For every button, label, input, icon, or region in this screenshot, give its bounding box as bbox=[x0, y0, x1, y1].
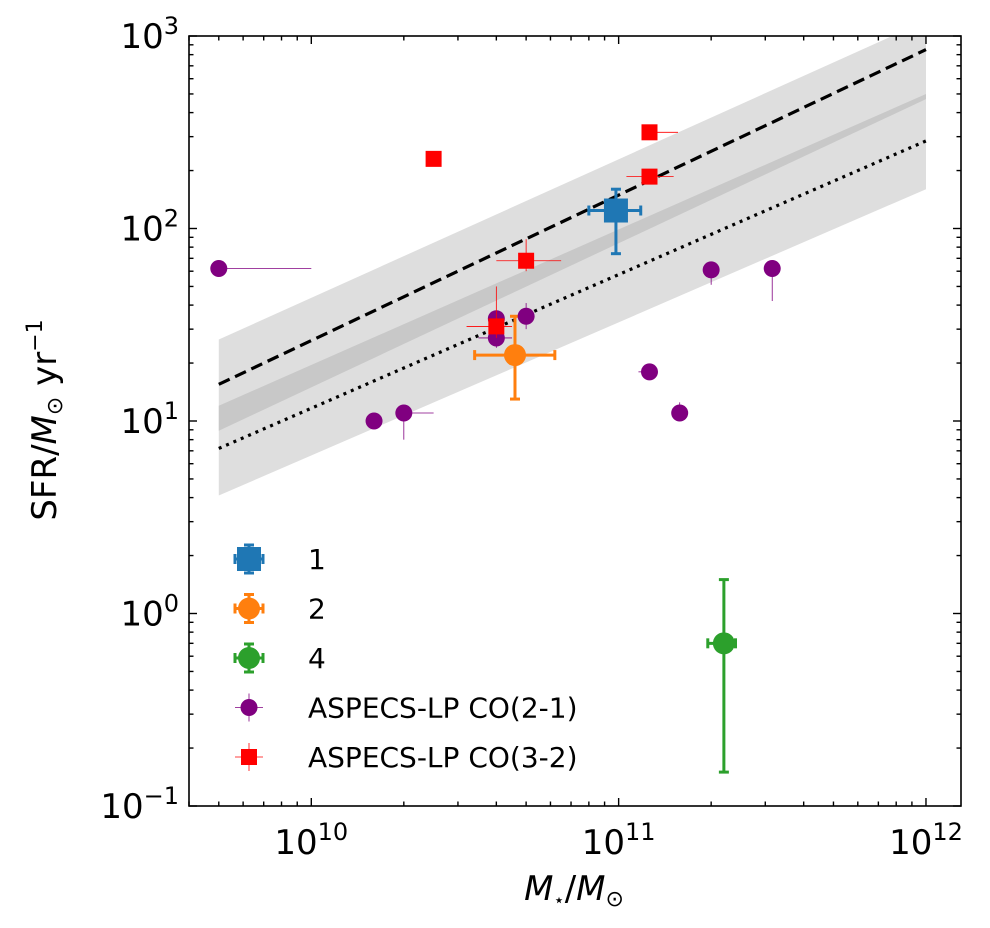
legend-marker bbox=[238, 597, 260, 620]
y-tick-label: 101 bbox=[120, 397, 179, 442]
data-point-3-1 bbox=[706, 578, 737, 774]
x-tick-label: 1012 bbox=[889, 818, 963, 863]
data-point-5-5 bbox=[626, 168, 674, 185]
data-marker bbox=[517, 307, 535, 325]
legend: 1 2 4 ASPECS-LP CO(2-1) ASPECS-LP CO(3-2) bbox=[233, 543, 578, 774]
data-point-4-8 bbox=[671, 402, 689, 422]
data-marker bbox=[425, 150, 442, 167]
legend-marker bbox=[241, 749, 257, 765]
legend-marker bbox=[240, 699, 258, 716]
data-marker bbox=[365, 412, 383, 430]
x-axis-title: M⋆/M⊙ bbox=[524, 869, 624, 912]
data-point-4-7 bbox=[638, 363, 658, 381]
data-point-4-2 bbox=[365, 412, 383, 430]
y-axis-title: SFR/M⊙ yr−1 bbox=[23, 319, 68, 520]
legend-marker bbox=[238, 647, 260, 669]
data-point-5-1 bbox=[425, 150, 442, 167]
data-marker bbox=[395, 404, 413, 422]
data-marker bbox=[210, 259, 228, 277]
legend-label: ASPECS-LP CO(2-1) bbox=[308, 692, 578, 725]
y-tick-label: 100 bbox=[120, 590, 179, 635]
data-marker bbox=[641, 124, 658, 141]
data-point-5-2 bbox=[466, 286, 513, 338]
data-marker bbox=[763, 259, 781, 277]
data-marker bbox=[640, 363, 658, 381]
data-marker bbox=[503, 344, 526, 367]
legend-entry-4: ASPECS-LP CO(2-1) bbox=[235, 692, 578, 725]
legend-label: 1 bbox=[308, 543, 326, 576]
data-point-4-10 bbox=[763, 259, 781, 302]
y-tick-label: 103 bbox=[120, 12, 179, 57]
data-point-5-4 bbox=[641, 124, 678, 141]
data-point-1-1 bbox=[587, 187, 643, 256]
data-point-4-9 bbox=[702, 261, 720, 285]
clipped-content bbox=[210, 36, 927, 774]
x-tick-label: 1010 bbox=[274, 818, 348, 863]
data-point-2-1 bbox=[473, 314, 557, 401]
data-marker bbox=[712, 632, 735, 655]
data-marker bbox=[641, 168, 658, 185]
data-marker bbox=[671, 404, 689, 422]
outer-scatter-band bbox=[218, 36, 926, 496]
data-point-4-6 bbox=[517, 303, 535, 330]
y-tick-label: 10−1 bbox=[100, 782, 179, 827]
data-marker bbox=[518, 252, 535, 269]
y-tick-label: 102 bbox=[120, 205, 179, 250]
legend-entry-3: 4 bbox=[233, 642, 326, 675]
inner-band bbox=[218, 93, 926, 431]
data-point-4-1 bbox=[210, 259, 312, 277]
x-tick-label: 1011 bbox=[582, 818, 656, 863]
data-marker bbox=[603, 198, 628, 223]
plot-area: 1010 1011 1012 10−1 100 101 102 103 bbox=[100, 12, 963, 863]
legend-marker bbox=[237, 547, 261, 571]
legend-label: 4 bbox=[308, 642, 326, 675]
legend-entry-1: 1 bbox=[233, 543, 326, 576]
legend-label: 2 bbox=[308, 593, 326, 626]
data-point-5-3 bbox=[496, 239, 562, 272]
legend-label: ASPECS-LP CO(3-2) bbox=[308, 741, 578, 774]
data-point-4-3 bbox=[395, 404, 434, 440]
legend-entry-2: 2 bbox=[233, 593, 326, 626]
data-marker bbox=[702, 261, 720, 279]
legend-entry-5: ASPECS-LP CO(3-2) bbox=[235, 741, 578, 774]
dashed-relation bbox=[218, 48, 927, 386]
ticks bbox=[188, 35, 961, 807]
dotted-relation bbox=[218, 139, 927, 450]
data-marker bbox=[488, 318, 505, 335]
